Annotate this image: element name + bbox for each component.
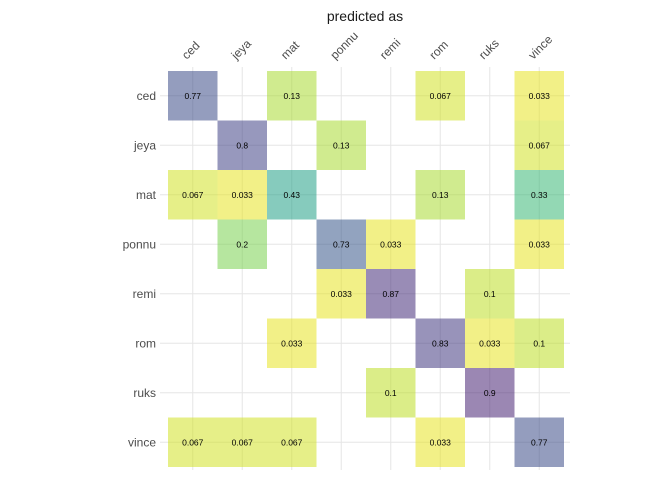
cell-label-mat-jeya: 0.033 xyxy=(232,190,254,200)
cell-label-remi-ponnu: 0.033 xyxy=(331,289,353,299)
cell-label-vince-rom: 0.033 xyxy=(430,437,452,447)
heatmap-cells xyxy=(168,71,564,467)
cell-label-vince-jeya: 0.067 xyxy=(232,437,254,447)
heatmap-cell-vince-jeya xyxy=(217,417,267,467)
cell-label-ponnu-jeya: 0.2 xyxy=(236,239,248,249)
row-label-mat: mat xyxy=(136,188,157,202)
cell-label-ced-mat: 0.13 xyxy=(283,91,300,101)
row-label-rom: rom xyxy=(135,336,156,350)
heatmap-cell-vince-rom xyxy=(415,417,465,467)
chart-title: predicted as xyxy=(327,8,403,24)
heatmap-cell-remi-remi xyxy=(366,269,416,319)
row-label-vince: vince xyxy=(128,435,156,449)
cell-label-rom-rom: 0.83 xyxy=(432,338,449,348)
cell-label-ponnu-remi: 0.033 xyxy=(380,239,402,249)
cell-label-rom-vince: 0.1 xyxy=(533,338,545,348)
column-label-rom: rom xyxy=(426,38,451,63)
heatmap-cell-ced-vince xyxy=(514,71,564,121)
column-label-remi: remi xyxy=(377,36,403,62)
heatmap-cell-ced-mat xyxy=(267,71,317,121)
heatmap-cell-mat-ced xyxy=(168,170,218,220)
cell-label-ruks-ruks: 0.9 xyxy=(484,388,496,398)
row-label-jeya: jeya xyxy=(133,138,156,152)
heatmap-cell-ponnu-jeya xyxy=(217,219,267,269)
cell-label-jeya-ponnu: 0.13 xyxy=(333,140,350,150)
cell-label-rom-ruks: 0.033 xyxy=(479,338,501,348)
cell-label-jeya-vince: 0.067 xyxy=(529,140,551,150)
cell-label-ruks-remi: 0.1 xyxy=(385,388,397,398)
row-label-ruks: ruks xyxy=(133,386,156,400)
heatmap-cell-rom-rom xyxy=(415,318,465,368)
heatmap-cell-mat-mat xyxy=(267,170,317,220)
heatmap-cell-jeya-ponnu xyxy=(316,120,366,170)
heatmap-cell-mat-vince xyxy=(514,170,564,220)
heatmap-cell-vince-vince xyxy=(514,417,564,467)
column-label-ced: ced xyxy=(179,39,203,63)
heatmap-cell-jeya-jeya xyxy=(217,120,267,170)
cell-label-remi-ruks: 0.1 xyxy=(484,289,496,299)
column-label-mat: mat xyxy=(278,38,303,63)
heatmap-cell-ced-rom xyxy=(415,71,465,121)
heatmap-cell-vince-ced xyxy=(168,417,218,467)
cell-label-ced-rom: 0.067 xyxy=(430,91,452,101)
cell-label-vince-ced: 0.067 xyxy=(182,437,204,447)
cell-label-ponnu-ponnu: 0.73 xyxy=(333,239,350,249)
heatmap-cell-mat-jeya xyxy=(217,170,267,220)
cell-label-vince-mat: 0.067 xyxy=(281,437,303,447)
heatmap-cell-ponnu-vince xyxy=(514,219,564,269)
cell-label-ponnu-vince: 0.033 xyxy=(529,239,551,249)
heatmap-cell-rom-mat xyxy=(267,318,317,368)
heatmap-cell-ponnu-remi xyxy=(366,219,416,269)
heatmap-cell-remi-ruks xyxy=(465,269,515,319)
heatmap-cell-rom-ruks xyxy=(465,318,515,368)
heatmap-cell-remi-ponnu xyxy=(316,269,366,319)
cell-label-mat-rom: 0.13 xyxy=(432,190,449,200)
heatmap-cell-vince-mat xyxy=(267,417,317,467)
column-label-ponnu: ponnu xyxy=(327,29,360,62)
cell-label-mat-vince: 0.33 xyxy=(531,190,548,200)
column-label-ruks: ruks xyxy=(476,36,502,62)
heatmap-cell-ced-ced xyxy=(168,71,218,121)
cell-label-ced-ced: 0.77 xyxy=(184,91,201,101)
row-label-remi: remi xyxy=(133,287,156,301)
cell-label-remi-remi: 0.87 xyxy=(382,289,399,299)
cell-label-jeya-jeya: 0.8 xyxy=(236,140,248,150)
cell-label-vince-vince: 0.77 xyxy=(531,437,548,447)
heatmap-cell-mat-rom xyxy=(415,170,465,220)
row-label-ced: ced xyxy=(137,89,156,103)
column-label-jeya: jeya xyxy=(228,36,254,62)
heatmap-cell-jeya-vince xyxy=(514,120,564,170)
cell-label-rom-mat: 0.033 xyxy=(281,338,303,348)
cell-value-labels: 0.77 0.13 0.067 0.033 0.8 0.13 0.067 0.067 0.033… xyxy=(182,91,550,448)
heatmap-cell-ruks-ruks xyxy=(465,368,515,418)
cell-label-mat-mat: 0.43 xyxy=(283,190,300,200)
column-label-vince: vince xyxy=(525,32,555,62)
heatmap-cell-ruks-remi xyxy=(366,368,416,418)
heatmap-cell-rom-vince xyxy=(514,318,564,368)
cell-label-ced-vince: 0.033 xyxy=(529,91,551,101)
row-label-ponnu: ponnu xyxy=(123,237,156,251)
heatmap-cell-ponnu-ponnu xyxy=(316,219,366,269)
cell-label-mat-ced: 0.067 xyxy=(182,190,204,200)
